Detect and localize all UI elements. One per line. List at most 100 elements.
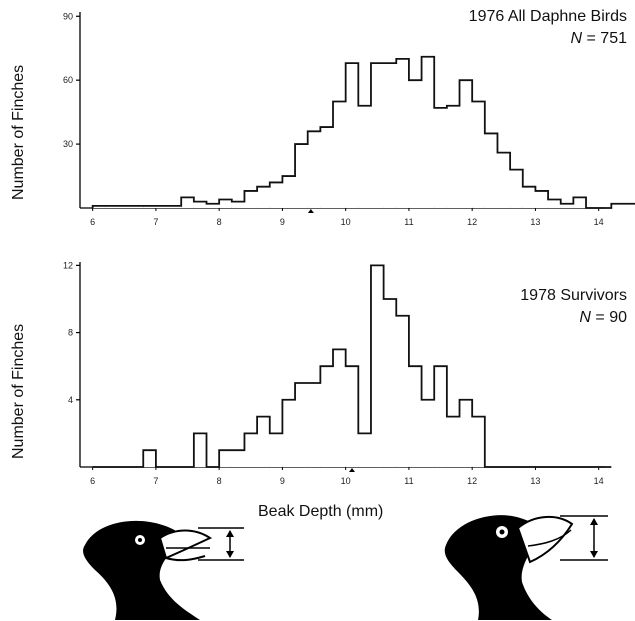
x-tick-label: 11 [404,476,413,486]
histogram-bar [307,131,321,208]
histogram-bar [370,63,384,209]
histogram-outline [91,55,635,209]
histogram-bar [434,107,447,208]
chart-1976-all-daphne-birds: 90 60 30 6 7 8 9 10 11 12 13 14 [63,11,635,227]
histogram-bar [269,433,283,467]
bottom-chart-sample-size: N = 90 [579,309,627,326]
histogram-bar [295,382,308,467]
histogram-bar [611,203,624,208]
histogram-bar [446,416,460,467]
histogram-bar [446,105,460,208]
histogram-bar [231,201,245,208]
histogram-bar [345,366,359,467]
x-tick-label: 8 [217,476,222,486]
histogram-bar [143,450,156,467]
y-axis-label-bottom: Number of Finches [10,323,27,459]
x-tick-label: 11 [404,217,413,227]
histogram-bar [320,366,334,467]
top-chart-sample-size: N = 751 [570,30,628,47]
histogram-bar [548,199,561,208]
histogram-bar [130,205,144,208]
histogram-bar [522,186,536,208]
histogram-bar [408,80,422,208]
x-tick-label: 10 [341,476,351,486]
histogram-bar [434,366,447,467]
histogram-bar [535,190,549,208]
histogram-bar [181,197,194,208]
histogram-bar [143,205,156,208]
x-tick-label: 9 [280,476,285,486]
y-tick-label: 60 [63,75,73,85]
histogram-bar [307,382,321,467]
histogram-bar [497,152,511,208]
histogram-bar [257,416,270,467]
x-tick-label: 10 [341,217,351,227]
histogram-bar [333,349,346,467]
y-tick-label: 30 [63,139,73,149]
histogram-bar [484,133,498,208]
histogram-bar [421,399,435,467]
x-axis-label: Beak Depth (mm) [258,503,384,520]
histogram-bar [231,450,245,467]
histogram-bar [358,433,371,467]
histogram-bar [396,315,409,467]
histogram-bar [560,203,574,208]
bottom-chart-annotation: 1978 Survivors N = 90 [520,285,627,329]
histogram-bar [282,399,296,467]
histogram-bar [257,186,270,208]
histogram-bar [383,298,397,467]
x-tick-label: 14 [594,476,604,486]
histogram-bar [219,199,232,208]
large-beak-finch-illustration [444,515,608,620]
x-tick-label: 9 [280,217,285,227]
bottom-n-value: 90 [609,309,627,326]
histogram-bar [193,433,207,467]
y-tick-label: 8 [68,328,73,338]
y-tick-label: 4 [68,395,73,405]
histogram-bar [282,176,296,208]
top-n-value: 751 [600,30,627,47]
histogram-bar [105,205,118,208]
chart-1978-survivors: 12 8 4 6 7 8 9 10 11 12 13 14 [63,260,612,486]
histogram-bar [459,399,473,467]
histogram-bar [370,265,384,467]
y-tick-label: 90 [63,11,73,21]
histogram-bar [244,190,258,208]
mean-marker [348,468,355,472]
x-tick-label: 13 [530,217,540,227]
top-chart-annotation: 1976 All Daphne Birds N = 751 [469,6,627,50]
x-tick-label: 7 [153,476,158,486]
histogram-bar [358,105,371,208]
mean-marker [307,209,314,213]
bottom-n-symbol: N [579,309,591,326]
top-chart-title: 1976 All Daphne Birds [468,8,627,25]
x-tick-label: 12 [467,476,477,486]
histogram-bar [472,101,485,208]
histogram-bar [459,80,473,208]
x-tick-label: 7 [153,217,158,227]
histogram-bar [333,101,346,208]
y-tick-label: 12 [63,260,73,270]
histogram-bar [269,182,283,208]
histogram-bar [510,169,523,208]
histogram-bar [396,58,409,208]
histogram-bar [320,127,334,208]
histogram-bar [345,63,359,209]
y-axis-label-top: Number of Finches [10,64,27,200]
histogram-bar [193,201,207,208]
bottom-chart-title: 1978 Survivors [520,287,627,304]
x-tick-label: 12 [467,217,477,227]
histogram-bar [206,203,220,208]
histogram-bar [408,366,422,467]
histogram-outline [92,264,612,468]
histogram-bar [383,63,397,209]
x-tick-label: 13 [530,476,540,486]
histogram-bar [295,144,308,208]
histogram-bar [168,205,182,208]
x-tick-label: 8 [217,217,222,227]
x-tick-label: 6 [90,476,95,486]
histogram-bar [244,433,258,467]
histogram-bar [472,416,485,467]
x-tick-label: 14 [594,217,604,227]
